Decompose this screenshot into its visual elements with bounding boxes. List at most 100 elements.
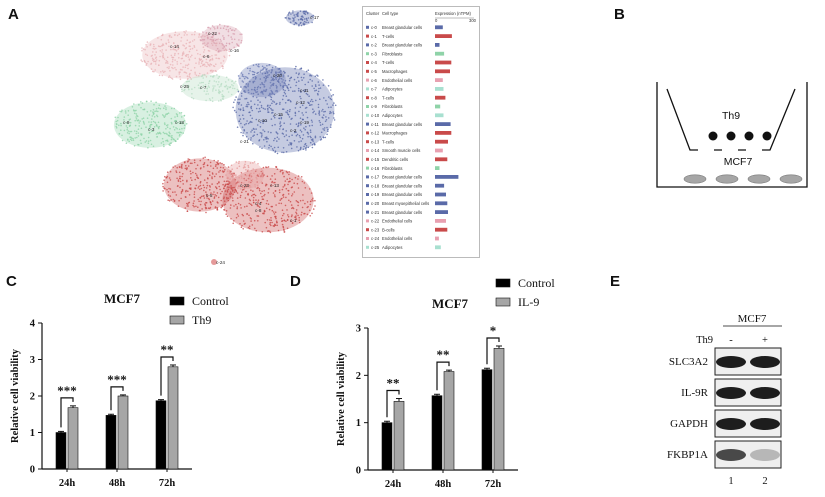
panel-letter-d: D bbox=[290, 273, 301, 290]
legend-cluster: c-24 bbox=[371, 236, 380, 241]
protein-label: SLC3A2 bbox=[669, 356, 708, 368]
legend-celltype: Breast glandular cells bbox=[382, 122, 422, 127]
legend-swatch bbox=[366, 245, 369, 249]
tsne-cluster-label: c-21 bbox=[240, 139, 249, 144]
legend-celltype: T-cells bbox=[382, 34, 394, 39]
legend-row: c-25 Adipocytes bbox=[366, 245, 441, 250]
legend-row: c-10 Adipocytes bbox=[366, 113, 444, 118]
legend-swatch bbox=[366, 193, 369, 196]
legend-expression-bar bbox=[435, 122, 451, 126]
legend-swatch bbox=[366, 61, 369, 64]
legend-axis-max: 300 bbox=[469, 18, 477, 23]
tsne-cluster-cloud-9 bbox=[225, 160, 264, 190]
tsne-cluster-label: c-19 bbox=[300, 120, 309, 125]
legend-row: c-5 Macrophages bbox=[366, 69, 450, 74]
legend-celltype: Fibroblasts bbox=[382, 166, 402, 171]
legend-celltype: Breast glandular cells bbox=[382, 25, 422, 30]
blot-row-slc3a2: SLC3A2 bbox=[669, 347, 782, 376]
legend-swatch bbox=[366, 210, 369, 214]
blot-row-fkbp1a: FKBP1A bbox=[667, 440, 782, 469]
legend-row: c-18 Breast glandular cells bbox=[366, 183, 445, 188]
tsne-cluster-label: c-24 bbox=[216, 260, 225, 265]
legend-label: Control bbox=[518, 276, 555, 290]
legend-swatch bbox=[366, 78, 369, 82]
significance-label: * bbox=[490, 323, 497, 338]
legend-celltype: Breast glandular cells bbox=[382, 43, 422, 48]
legend-swatch bbox=[366, 166, 369, 170]
tsne-cluster-cloud-3 bbox=[113, 100, 188, 149]
tsne-cluster-label: c-7 bbox=[200, 85, 207, 90]
legend-row: c-7 Adipocytes bbox=[366, 87, 444, 92]
legend-row: c-9 Fibroblasts bbox=[366, 104, 441, 109]
tsne-cluster-label: c-5 bbox=[206, 193, 213, 198]
y-tick-label: 1 bbox=[30, 428, 35, 439]
legend-row: c-0 Breast glandular cells bbox=[366, 25, 443, 30]
legend-celltype: Breast glandular cells bbox=[382, 175, 422, 180]
legend-expression-bar bbox=[435, 201, 448, 206]
tsne-cluster-label: c-6 bbox=[203, 54, 210, 59]
legend-swatch bbox=[366, 184, 369, 188]
legend-swatch bbox=[366, 219, 369, 223]
significance-bracket bbox=[486, 337, 500, 365]
chart-title: MCF7 bbox=[104, 291, 141, 306]
significance-bracket bbox=[110, 386, 124, 411]
legend-celltype: Adipocytes bbox=[382, 113, 402, 118]
legend-expression-bar bbox=[435, 113, 444, 118]
legend-row: c-4 T-cells bbox=[366, 60, 452, 65]
legend-expression-bar bbox=[435, 227, 448, 232]
legend-celltype: T-cells bbox=[382, 139, 394, 144]
blot-band bbox=[750, 418, 780, 430]
tsne-cluster-label: c-20 bbox=[273, 73, 282, 78]
legend-expression-bar bbox=[435, 78, 443, 82]
tsne-cluster-cloud-0 bbox=[140, 30, 231, 81]
legend-row: c-22 Endothelial cells bbox=[366, 219, 446, 224]
legend-row: c-1 T-cells bbox=[366, 34, 452, 39]
x-tick-label: 48h bbox=[109, 478, 126, 489]
tsne-cluster-label: c-12 bbox=[296, 100, 305, 105]
significance-label: ** bbox=[387, 376, 400, 391]
legend-header-expression: Expression (nTPM) bbox=[435, 11, 471, 16]
significance-label: *** bbox=[57, 383, 77, 398]
legend-row: c-15 Dendritic cells bbox=[366, 157, 448, 162]
legend-expression-bar bbox=[435, 51, 445, 56]
legend-swatch bbox=[366, 87, 369, 91]
panel-letter-e: E bbox=[610, 273, 621, 290]
legend-cluster: c-20 bbox=[371, 201, 380, 206]
tsne-cluster-label: c-11 bbox=[300, 88, 309, 93]
y-tick-label: 1 bbox=[356, 418, 361, 429]
tsne-cluster-label: c-17 bbox=[310, 15, 319, 20]
tsne-cluster-label: c-14 bbox=[170, 44, 179, 49]
blot-treatment-label: Th9 bbox=[696, 335, 713, 346]
legend-label: IL-9 bbox=[518, 295, 539, 309]
legend-swatch bbox=[366, 131, 369, 135]
legend-celltype: Macrophages bbox=[382, 69, 407, 74]
blot-row-gapdh: GAPDH bbox=[670, 409, 782, 438]
legend-cluster: c-12 bbox=[371, 131, 380, 136]
blot-band bbox=[750, 356, 780, 368]
legend-cluster: c-15 bbox=[371, 157, 380, 162]
legend-swatch bbox=[366, 52, 369, 56]
legend-expression-bar bbox=[435, 25, 443, 30]
tsne-cluster-label: c-8 bbox=[255, 208, 262, 213]
lane-1-number: 1 bbox=[728, 476, 733, 487]
legend-expression-bar bbox=[435, 131, 452, 135]
legend-swatch bbox=[366, 175, 369, 179]
tsne-cluster-cloud-1 bbox=[199, 23, 243, 53]
y-tick-label: 0 bbox=[30, 465, 35, 476]
significance-bracket bbox=[160, 356, 174, 396]
legend-celltype: T-cells bbox=[382, 95, 394, 100]
significance-label: *** bbox=[107, 372, 127, 387]
tsne-cluster-label: c-2 bbox=[290, 128, 297, 133]
legend-swatch bbox=[366, 201, 369, 205]
y-tick-label: 0 bbox=[356, 466, 361, 477]
legend-expression-bar bbox=[435, 43, 440, 47]
lane-2-number: 2 bbox=[762, 476, 767, 487]
tsne-cluster-24-dot bbox=[211, 259, 217, 265]
protein-label: IL-9R bbox=[681, 387, 709, 399]
tsne-cluster-label: c-13 bbox=[270, 183, 279, 188]
legend-celltype: Adipocytes bbox=[382, 245, 402, 250]
y-tick-label: 2 bbox=[30, 392, 35, 403]
legend-row: c-2 Breast glandular cells bbox=[366, 43, 440, 48]
